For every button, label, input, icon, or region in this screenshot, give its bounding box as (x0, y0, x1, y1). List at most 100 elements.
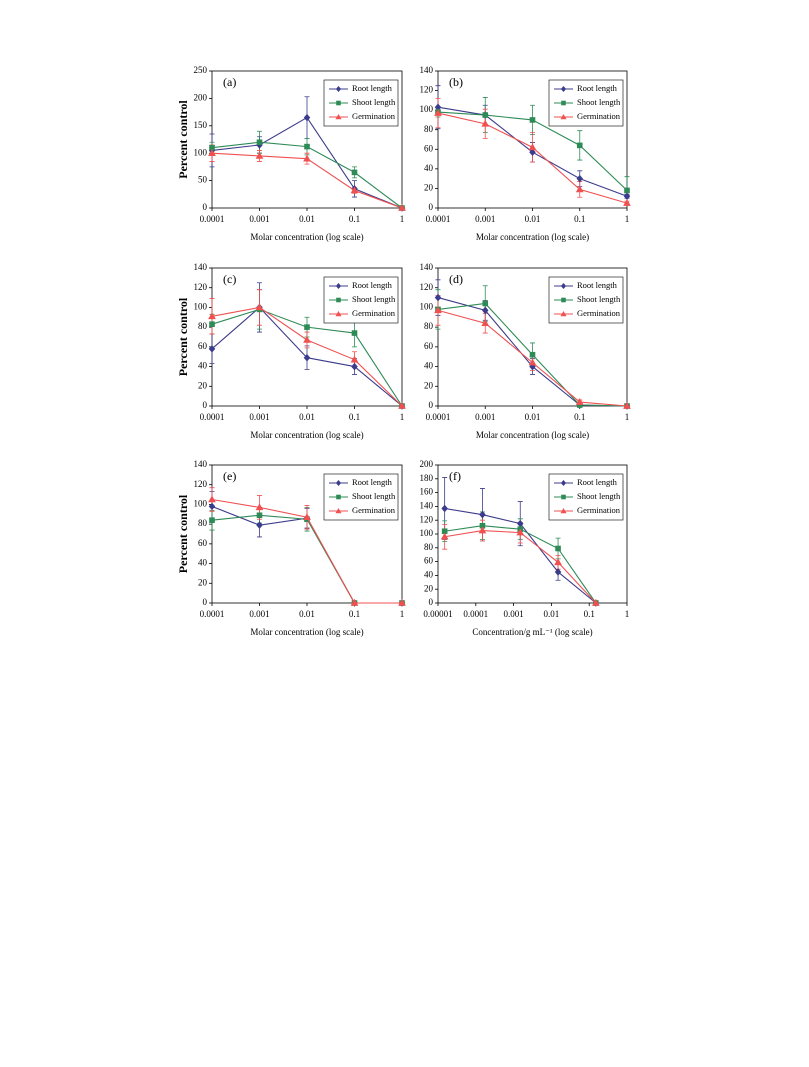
legend-marker (560, 480, 567, 486)
y-tick-label: 120 (194, 479, 208, 489)
x-tick-label: 1 (400, 214, 405, 224)
marker (529, 351, 536, 358)
marker (351, 362, 358, 371)
marker (255, 503, 264, 511)
y-tick-label: 80 (198, 321, 208, 331)
y-tick-label: 0 (203, 400, 208, 410)
marker (591, 598, 600, 606)
chart-panel: 0 20 40 60 80 100 120 140 0.0001 0.001 0.01 0.1 1 Mol… (420, 65, 631, 242)
marker (304, 143, 310, 150)
chart-panel: 0 20 40 60 80 100 120 140 0.0001 0.001 0.01 0.1 1 Mol… (420, 262, 631, 440)
marker (350, 186, 359, 194)
legend-marker (335, 508, 342, 514)
marker (398, 401, 406, 409)
marker (441, 504, 448, 513)
marker (575, 185, 584, 193)
y-tick-label: 20 (424, 380, 434, 390)
y-axis-label: Percent control (176, 100, 190, 179)
marker (256, 521, 263, 529)
x-tick-label: 0.1 (349, 412, 360, 422)
legend-marker (560, 283, 567, 289)
legend-label: Shoot length (352, 294, 396, 304)
marker (303, 353, 311, 362)
y-tick-label: 140 (194, 459, 208, 469)
x-tick-label: 0.01 (525, 214, 541, 224)
x-axis-label: Molar concentration (log scale) (250, 627, 363, 637)
x-tick-label: 0.00001 (423, 609, 452, 619)
marker (554, 568, 562, 576)
marker (481, 319, 490, 326)
marker (478, 526, 487, 534)
legend-marker (336, 297, 341, 303)
marker (350, 598, 359, 606)
y-tick-label: 60 (198, 538, 208, 548)
x-tick-label: 0.01 (299, 609, 315, 619)
y-tick-label: 200 (420, 459, 434, 469)
x-tick-label: 0.1 (349, 214, 360, 224)
panel-label: (a) (223, 75, 236, 89)
legend-marker (335, 283, 342, 289)
legend-label: Root length (352, 83, 393, 93)
marker (434, 109, 442, 116)
y-tick-label: 100 (420, 301, 434, 311)
legend-label: Germination (352, 308, 396, 318)
panel-label: (f) (449, 469, 461, 483)
marker (208, 312, 216, 320)
y-tick-label: 40 (198, 558, 208, 568)
y-tick-label: 120 (420, 514, 434, 524)
marker (256, 512, 263, 519)
legend-marker (560, 86, 567, 92)
marker (398, 203, 406, 211)
y-tick-label: 140 (420, 500, 434, 510)
y-tick-label: 80 (424, 542, 434, 552)
y-tick-label: 250 (194, 65, 208, 75)
legend-label: Germination (352, 505, 396, 515)
x-tick-label: 1 (625, 609, 630, 619)
marker (209, 517, 215, 524)
x-tick-label: 1 (400, 412, 405, 422)
x-tick-label: 0.001 (475, 412, 495, 422)
y-tick-label: 0 (429, 202, 434, 212)
legend-label: Root length (577, 83, 618, 93)
marker (304, 324, 310, 330)
marker (555, 545, 561, 552)
x-tick-label: 0.001 (249, 214, 269, 224)
y-tick-label: 20 (198, 380, 208, 390)
y-tick-label: 120 (420, 85, 434, 95)
legend-marker (335, 480, 342, 486)
marker (434, 293, 442, 302)
y-tick-label: 100 (194, 498, 208, 508)
x-tick-label: 0.0001 (426, 412, 451, 422)
y-tick-label: 40 (424, 361, 434, 371)
y-tick-label: 80 (424, 124, 434, 134)
marker (208, 345, 216, 353)
x-tick-label: 0.1 (574, 214, 585, 224)
x-tick-label: 0.0001 (200, 214, 225, 224)
y-tick-label: 50 (198, 175, 208, 185)
marker (440, 532, 449, 540)
legend-marker (335, 114, 342, 120)
y-tick-label: 180 (420, 473, 434, 483)
legend-marker (336, 100, 341, 106)
y-tick-label: 140 (194, 262, 208, 272)
y-tick-label: 100 (420, 104, 434, 114)
chart-panel: 0 20 40 60 80 100 120 140 0.0001 0.001 0.01 0.1 1 Mol… (176, 459, 406, 637)
marker (350, 355, 359, 363)
panel-label: (d) (449, 272, 463, 286)
legend-marker (561, 494, 566, 500)
y-tick-label: 160 (420, 487, 434, 497)
legend-label: Shoot length (577, 491, 621, 501)
x-tick-label: 0.01 (299, 214, 315, 224)
y-tick-label: 20 (424, 583, 434, 593)
y-tick-label: 0 (429, 597, 434, 607)
x-tick-label: 0.0001 (200, 609, 225, 619)
x-tick-label: 0.01 (544, 609, 560, 619)
x-tick-label: 0.001 (475, 214, 495, 224)
marker (351, 169, 358, 176)
y-tick-label: 100 (194, 147, 208, 157)
x-axis-label: Concentration/g mL⁻¹ (log scale) (472, 627, 592, 637)
marker (208, 149, 216, 156)
marker (481, 119, 490, 127)
y-tick-label: 0 (203, 597, 208, 607)
marker (434, 306, 442, 314)
